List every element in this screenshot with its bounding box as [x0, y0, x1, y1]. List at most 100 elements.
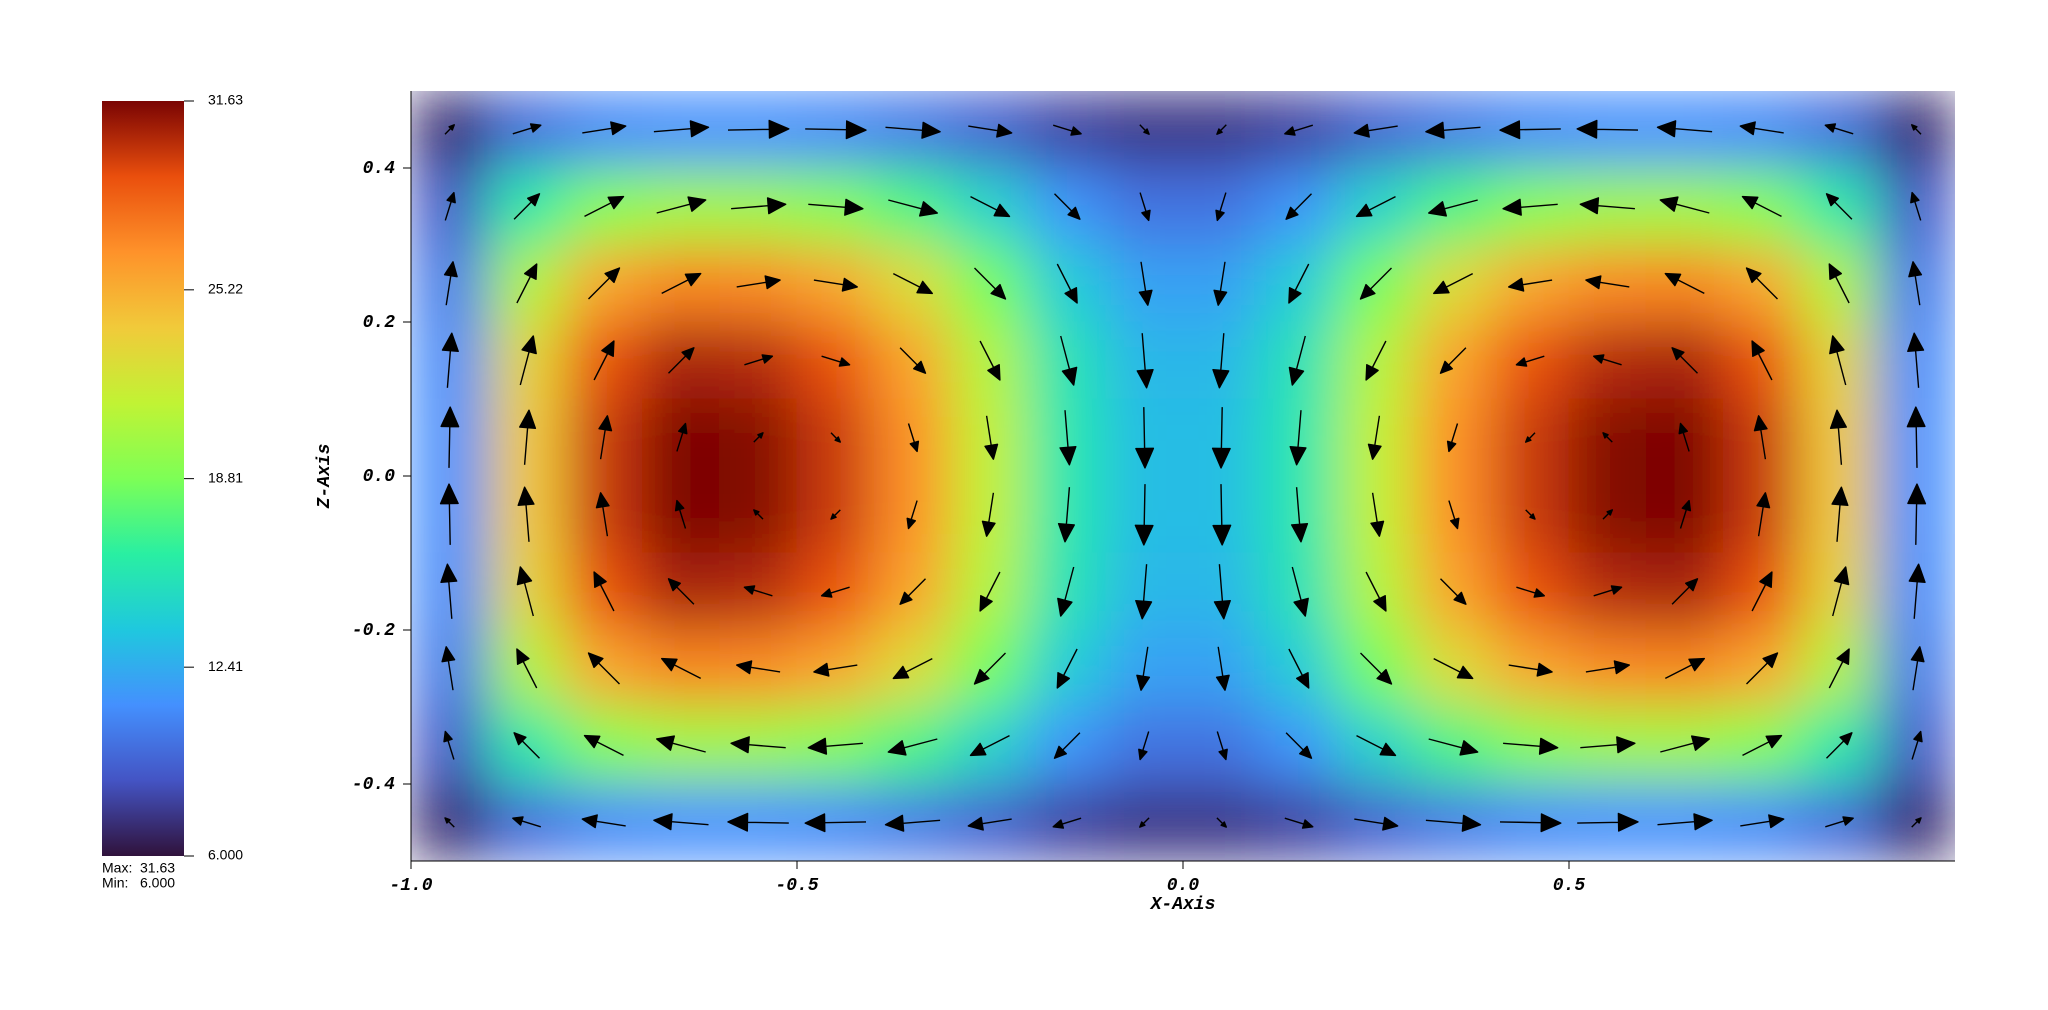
vector-arrow	[1060, 335, 1078, 386]
vector-arrow	[1291, 566, 1309, 617]
vector-arrow	[1742, 734, 1783, 757]
vector-arrow	[1908, 261, 1923, 306]
vector-arrow	[1138, 731, 1150, 761]
vector-arrow	[1671, 347, 1698, 374]
vector-arrow	[1911, 817, 1922, 828]
vector-arrow	[979, 340, 1001, 381]
vector-arrow	[899, 347, 927, 374]
vector-arrow	[1660, 735, 1710, 753]
colorbar-tick-label: 31.63	[208, 92, 243, 108]
vector-arrow	[1656, 120, 1713, 138]
vector-arrow	[1138, 261, 1153, 306]
vector-arrow	[1907, 483, 1927, 545]
vector-arrow	[727, 812, 789, 832]
vector-arrow	[906, 500, 918, 530]
vector-arrow	[1756, 492, 1771, 537]
vector-arrow	[1216, 817, 1227, 828]
vector-arrow	[1291, 487, 1309, 543]
vector-arrow	[1215, 192, 1227, 222]
vector-arrow	[513, 193, 541, 220]
vector-arrow	[969, 734, 1010, 757]
min-label: Min:	[102, 875, 128, 891]
vector-arrow	[1829, 335, 1847, 386]
vector-arrow	[885, 121, 941, 139]
vector-arrow	[1136, 646, 1151, 691]
vector-arrow	[1356, 734, 1397, 757]
vector-arrow	[519, 335, 537, 386]
vector-arrow	[656, 735, 706, 753]
vector-arrow	[1829, 409, 1847, 465]
vector-arrow	[1425, 814, 1482, 832]
vector-arrow	[907, 423, 920, 453]
vector-arrow	[598, 415, 613, 460]
vector-arrow	[1741, 195, 1782, 218]
vector-arrow	[1525, 509, 1536, 520]
vector-arrow	[1602, 432, 1613, 443]
vector-arrow	[884, 814, 941, 832]
vector-arrow	[813, 277, 858, 292]
vector-arrow	[1602, 509, 1613, 520]
vector-arrow	[516, 566, 534, 617]
vector-arrow	[1828, 263, 1850, 304]
vector-arrow	[1359, 267, 1392, 300]
x-tick-label: -1.0	[389, 876, 432, 896]
vector-arrow	[1139, 124, 1150, 135]
vector-arrow	[1288, 263, 1310, 304]
vector-arrow	[1825, 193, 1853, 220]
vector-arrow	[583, 734, 624, 757]
vector-arrow	[1134, 484, 1154, 546]
vector-arrow	[1745, 267, 1778, 300]
vector-arrow	[1052, 817, 1082, 829]
vector-arrow	[1440, 578, 1467, 605]
vector-arrow	[1353, 123, 1398, 138]
vector-arrow	[968, 123, 1013, 138]
x-tick-label: -0.5	[775, 876, 818, 896]
vector-arrow	[1826, 732, 1853, 759]
vector-arrow	[805, 120, 867, 140]
vector-arrow	[892, 272, 933, 295]
min-value: 6.000	[140, 875, 175, 891]
y-tick-label: 0.4	[363, 159, 396, 179]
vector-arrow	[821, 355, 851, 367]
vector-arrow	[1056, 263, 1078, 304]
vector-arrow	[1057, 566, 1075, 617]
vector-arrow	[1576, 119, 1639, 139]
vector-arrow	[444, 191, 456, 221]
vector-arrow	[1910, 646, 1925, 691]
vector-arrow	[674, 499, 687, 529]
vector-arrow	[1057, 487, 1075, 543]
vector-arrow	[440, 406, 460, 468]
vector-arrow	[753, 509, 764, 520]
vector-arrow	[1136, 333, 1154, 389]
vector-arrow	[1508, 662, 1553, 677]
vector-arrow	[516, 648, 538, 689]
vector-arrow	[1516, 586, 1545, 598]
vector-arrow	[595, 492, 610, 537]
vector-arrow	[743, 585, 773, 597]
vector-arrow	[1577, 812, 1639, 832]
vector-arrow	[1056, 648, 1078, 689]
vector-arrow	[727, 119, 790, 139]
vector-arrow	[1428, 738, 1479, 756]
y-tick-label: -0.4	[352, 775, 395, 795]
vector-arrow	[974, 267, 1007, 300]
y-tick-label: 0.0	[363, 467, 396, 487]
vector-arrow	[588, 267, 621, 300]
vector-arrow	[512, 123, 542, 135]
vector-arrow	[1679, 499, 1692, 529]
vector-arrow	[1593, 354, 1622, 366]
vector-arrow	[731, 197, 787, 215]
vector-arrow	[830, 432, 841, 443]
vector-arrow	[1285, 193, 1312, 220]
vector-arrow	[1216, 731, 1228, 761]
field	[411, 91, 1955, 861]
vector-arrow	[1585, 660, 1630, 675]
vector-arrow	[981, 492, 996, 537]
vector-arrow	[1828, 648, 1850, 689]
vector-arrow	[1508, 277, 1553, 292]
vector-arrow	[744, 354, 774, 366]
vector-arrow	[1284, 817, 1314, 829]
vector-arrow	[807, 737, 863, 755]
vector-arrow	[736, 275, 781, 290]
